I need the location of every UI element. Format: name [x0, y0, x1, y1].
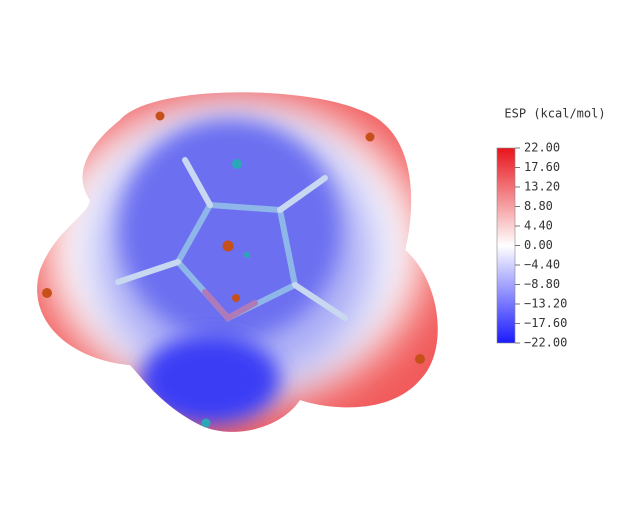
colorbar-tick-label: −13.20: [524, 297, 567, 311]
colorbar-tick-label: 22.00: [524, 141, 560, 155]
colorbar-tick-label: 0.00: [524, 238, 553, 252]
colorbar-tick-label: 4.40: [524, 219, 553, 233]
critical-points: [42, 111, 425, 428]
colorbar-tick-label: 8.80: [524, 199, 553, 213]
colorbar-tick-label: −4.40: [524, 258, 560, 272]
colorbar-tick-label: 13.20: [524, 180, 560, 194]
colorbar-title: ESP (kcal/mol): [504, 107, 605, 121]
colorbar: [496, 147, 516, 344]
colorbar-tick-label: −17.60: [524, 316, 567, 330]
colorbar-tick-label: 17.60: [524, 160, 560, 174]
molecule: [115, 157, 348, 322]
colorbar-ticks: 22.00 17.60 13.20 8.80 4.40 0.00 −4.40 −8.80 −13…: [515, 141, 567, 350]
colorbar-tick-label: −22.00: [524, 336, 567, 350]
colorbar-tick-label: −8.80: [524, 277, 560, 291]
